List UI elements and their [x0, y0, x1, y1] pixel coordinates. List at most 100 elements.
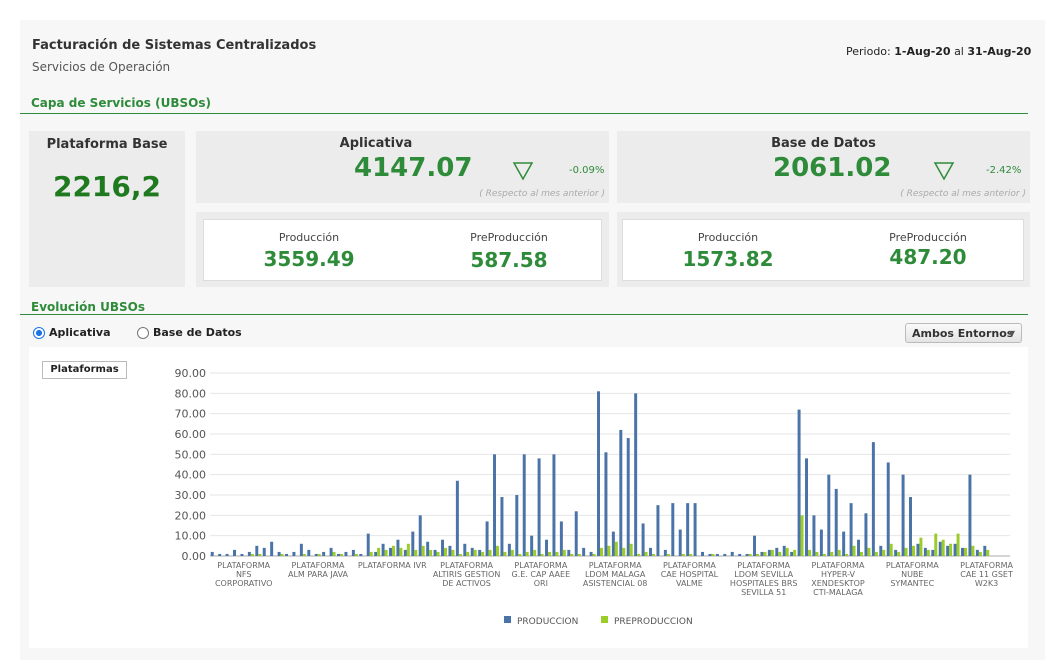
bar [292, 551, 296, 556]
bar [411, 531, 415, 556]
bar [570, 553, 574, 556]
bar [812, 515, 816, 556]
bar [926, 549, 930, 556]
dropdown[interactable]: Ambos Entornos ▼ [905, 323, 1022, 343]
split-inner: Producción 3559.49 PreProducción 587.58 [203, 219, 602, 281]
bar [522, 454, 526, 556]
bar [337, 553, 340, 556]
bar [277, 551, 281, 556]
bar [778, 551, 782, 556]
bar [637, 553, 641, 556]
bar [986, 549, 990, 556]
prod-label: Producción [697, 231, 759, 244]
x-tick-label: PLATAFORMA CAE 11 GSET W2K3 [960, 561, 1013, 588]
bar [975, 549, 979, 556]
bar [525, 551, 529, 556]
bar [968, 474, 972, 556]
radio-label: Base de Datos [153, 326, 242, 339]
bar [399, 547, 403, 556]
bar [537, 458, 541, 556]
bar [577, 553, 581, 556]
radio-option[interactable]: Base de Datos [137, 326, 242, 339]
x-tick-label: PLATAFORMA CAE HOSPITAL VALME [661, 561, 719, 588]
bar [493, 454, 496, 556]
chart: 0.00 10.00 20.00 30.00 40.00 50.00 60.00 70.00 8… [175, 367, 1014, 627]
bar [359, 553, 363, 556]
bar [574, 511, 578, 556]
bar [421, 545, 425, 556]
x-tick-label: PLATAFORMA NUBE SYMANTEC [886, 561, 939, 588]
bar [689, 553, 693, 556]
bar [845, 553, 849, 556]
period-sep: al [954, 45, 964, 58]
bar [748, 553, 752, 556]
bar [745, 553, 749, 556]
bar [455, 480, 459, 556]
y-tick-label: 80.00 [175, 387, 207, 400]
bar [919, 537, 923, 556]
bar [396, 539, 400, 556]
bar [652, 553, 655, 556]
preprod-label: PreProducción [889, 231, 967, 244]
bar [849, 503, 853, 556]
aplicativa-card: Aplicativa 4147.07 -0.09% ( Respecto al … [196, 131, 609, 203]
bar [496, 545, 499, 556]
bar [559, 521, 563, 556]
bar [882, 549, 886, 556]
preprod-value: 587.58 [470, 248, 548, 272]
bar [622, 547, 626, 556]
bar [956, 533, 960, 556]
bar [983, 545, 987, 556]
bar [738, 553, 742, 556]
radio-option[interactable]: Aplicativa [33, 326, 111, 339]
section-title: Capa de Servicios (UBSOs) [31, 96, 211, 110]
bar [681, 553, 685, 556]
bar [377, 547, 381, 556]
bar [322, 551, 326, 556]
bar [510, 549, 514, 556]
bar [941, 539, 945, 556]
card-value: 4147.07 [354, 153, 473, 183]
bar [842, 531, 846, 556]
bar [258, 553, 262, 556]
bar [607, 545, 611, 556]
bar [500, 497, 504, 556]
bar [805, 458, 808, 556]
bar [871, 442, 875, 556]
bar [819, 529, 823, 556]
bar [240, 553, 244, 556]
bar [964, 547, 967, 556]
bar [797, 409, 801, 556]
base-title: Plataforma Base [46, 137, 168, 152]
bar [800, 515, 804, 556]
bar [626, 438, 630, 556]
dropdown-label: Ambos Entornos [912, 327, 1014, 340]
bar [949, 543, 953, 556]
bar [545, 539, 548, 556]
button[interactable]: Plataformas [42, 361, 127, 379]
bar [381, 543, 385, 556]
bar [255, 545, 259, 556]
period-label: Periodo: [846, 45, 891, 58]
bar [592, 553, 596, 556]
bar [530, 535, 534, 556]
legend-swatch [504, 616, 511, 623]
bar [860, 551, 863, 556]
bar [414, 549, 418, 556]
y-tick-label: 0.00 [182, 550, 207, 563]
bar [916, 543, 920, 556]
legend-label: PRODUCCION [517, 617, 578, 627]
prod-value: 1573.82 [682, 247, 774, 271]
bar [686, 503, 690, 556]
bar [582, 547, 586, 556]
period: Periodo: 1-Aug-20 al 31-Aug-20 [846, 45, 1031, 58]
bar [711, 553, 715, 556]
bar [540, 553, 544, 556]
bar [589, 551, 593, 556]
basedatos-split: Producción 1573.82 PreProducción 487.20 [617, 212, 1030, 287]
bar [923, 547, 927, 556]
bar [302, 553, 306, 556]
y-tick-label: 20.00 [175, 509, 207, 522]
bar [485, 521, 489, 556]
bar [701, 551, 704, 556]
